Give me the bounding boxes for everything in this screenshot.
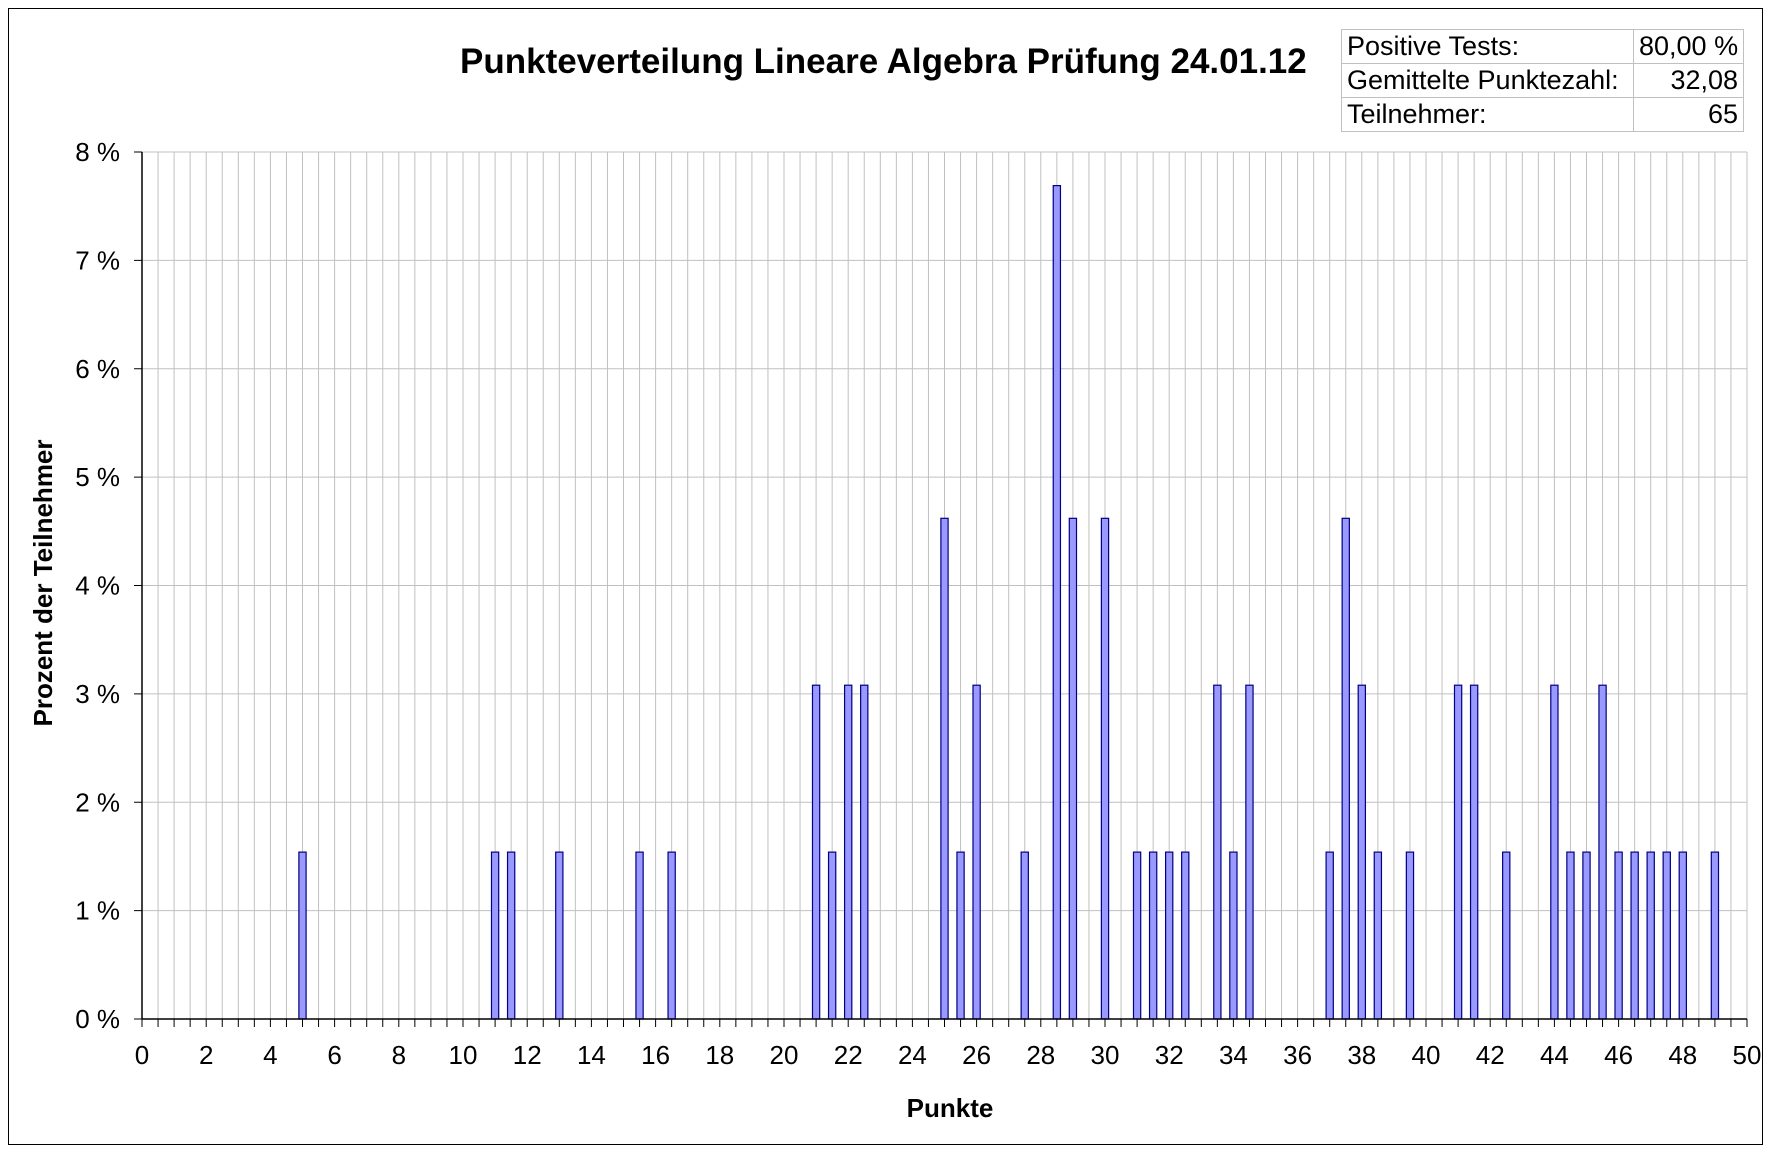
bar bbox=[860, 684, 869, 1020]
bar bbox=[1357, 684, 1367, 1020]
bar bbox=[1020, 851, 1029, 1020]
bar bbox=[1373, 851, 1383, 1020]
x-tick-label: 12 bbox=[513, 1040, 542, 1070]
bar bbox=[1630, 851, 1639, 1020]
x-tick-label: 6 bbox=[327, 1040, 341, 1070]
x-tick-label: 8 bbox=[392, 1040, 406, 1070]
axes bbox=[134, 151, 1748, 1027]
bar bbox=[843, 684, 853, 1020]
bar bbox=[940, 517, 949, 1020]
bar bbox=[1550, 684, 1559, 1020]
x-tick-label: 28 bbox=[1026, 1040, 1055, 1070]
x-tick-label: 4 bbox=[263, 1040, 277, 1070]
bar bbox=[1325, 851, 1334, 1020]
bar bbox=[298, 851, 307, 1020]
bar bbox=[956, 851, 965, 1020]
bar bbox=[1469, 684, 1479, 1020]
stats-row: Teilnehmer: 65 bbox=[1341, 97, 1745, 132]
bar bbox=[635, 851, 644, 1020]
bar bbox=[1614, 851, 1623, 1020]
x-tick-label: 50 bbox=[1733, 1040, 1762, 1070]
bar bbox=[1052, 184, 1062, 1020]
x-tick-label: 24 bbox=[898, 1040, 927, 1070]
x-tick-label: 38 bbox=[1347, 1040, 1376, 1070]
y-tick-label: 4 % bbox=[75, 571, 120, 601]
bar bbox=[972, 684, 981, 1020]
bar bbox=[1582, 851, 1591, 1020]
stats-label: Gemittelte Punktezahl: bbox=[1341, 63, 1634, 98]
x-tick-label: 30 bbox=[1091, 1040, 1120, 1070]
bar bbox=[1678, 851, 1688, 1020]
stats-value: 32,08 bbox=[1632, 63, 1745, 98]
x-tick-label: 16 bbox=[641, 1040, 670, 1070]
bar bbox=[1453, 684, 1463, 1020]
y-tick-label: 8 % bbox=[75, 137, 120, 167]
x-tick-label: 0 bbox=[135, 1040, 149, 1070]
stats-label: Teilnehmer: bbox=[1341, 97, 1634, 132]
x-tick-label: 32 bbox=[1155, 1040, 1184, 1070]
tick-labels: 0 2 4 6 8 10 12 14 16 18 20 22 24 26 28 30 32 34 36 38 40 42 4… bbox=[75, 137, 1761, 1070]
bar bbox=[1598, 684, 1607, 1020]
x-tick-label: 34 bbox=[1219, 1040, 1248, 1070]
bar bbox=[555, 851, 564, 1020]
x-tick-label: 20 bbox=[770, 1040, 799, 1070]
y-tick-label: 3 % bbox=[75, 679, 120, 709]
x-tick-label: 40 bbox=[1412, 1040, 1441, 1070]
bar bbox=[506, 851, 516, 1020]
bar bbox=[811, 684, 821, 1020]
bar bbox=[1566, 851, 1575, 1020]
bar bbox=[667, 851, 676, 1020]
x-tick-label: 42 bbox=[1476, 1040, 1505, 1070]
bar bbox=[1213, 684, 1222, 1020]
bar bbox=[827, 851, 837, 1020]
x-axis-label: Punkte bbox=[907, 1093, 994, 1123]
y-axis-label: Prozent der Teilnehmer bbox=[28, 439, 58, 726]
bar bbox=[1148, 851, 1158, 1020]
bar bbox=[1710, 851, 1720, 1020]
x-tick-label: 46 bbox=[1604, 1040, 1633, 1070]
stats-table: Positive Tests: 80,00 % Gemittelte Punkt… bbox=[1341, 29, 1745, 132]
stats-value: 65 bbox=[1632, 97, 1745, 132]
bar bbox=[1502, 851, 1511, 1020]
chart-title: Punkteverteilung Lineare Algebra Prüfung… bbox=[460, 42, 1307, 81]
x-tick-label: 18 bbox=[705, 1040, 734, 1070]
bar bbox=[1164, 851, 1174, 1020]
bar bbox=[1662, 851, 1671, 1020]
y-tick-label: 7 % bbox=[75, 245, 120, 275]
bar bbox=[1132, 851, 1142, 1020]
x-tick-label: 36 bbox=[1283, 1040, 1312, 1070]
y-tick-label: 0 % bbox=[75, 1004, 120, 1034]
bar bbox=[1341, 517, 1350, 1020]
y-tick-label: 1 % bbox=[75, 896, 120, 926]
x-tick-label: 44 bbox=[1540, 1040, 1569, 1070]
chart-frame bbox=[8, 8, 1763, 1145]
y-tick-label: 6 % bbox=[75, 354, 120, 384]
x-tick-label: 26 bbox=[962, 1040, 991, 1070]
bar bbox=[490, 851, 500, 1020]
x-tick-label: 2 bbox=[199, 1040, 213, 1070]
bar bbox=[1229, 851, 1238, 1020]
x-tick-label: 48 bbox=[1668, 1040, 1697, 1070]
bar bbox=[1245, 684, 1254, 1020]
bar bbox=[1405, 851, 1415, 1020]
bar bbox=[1068, 517, 1078, 1020]
x-tick-label: 10 bbox=[449, 1040, 478, 1070]
bar bbox=[1100, 517, 1110, 1020]
bar bbox=[1181, 851, 1190, 1020]
y-tick-label: 5 % bbox=[75, 462, 120, 492]
x-tick-label: 14 bbox=[577, 1040, 606, 1070]
bar bbox=[1646, 851, 1655, 1020]
y-tick-label: 2 % bbox=[75, 787, 120, 817]
x-tick-label: 22 bbox=[834, 1040, 863, 1070]
stats-row: Gemittelte Punktezahl: 32,08 bbox=[1341, 63, 1745, 98]
